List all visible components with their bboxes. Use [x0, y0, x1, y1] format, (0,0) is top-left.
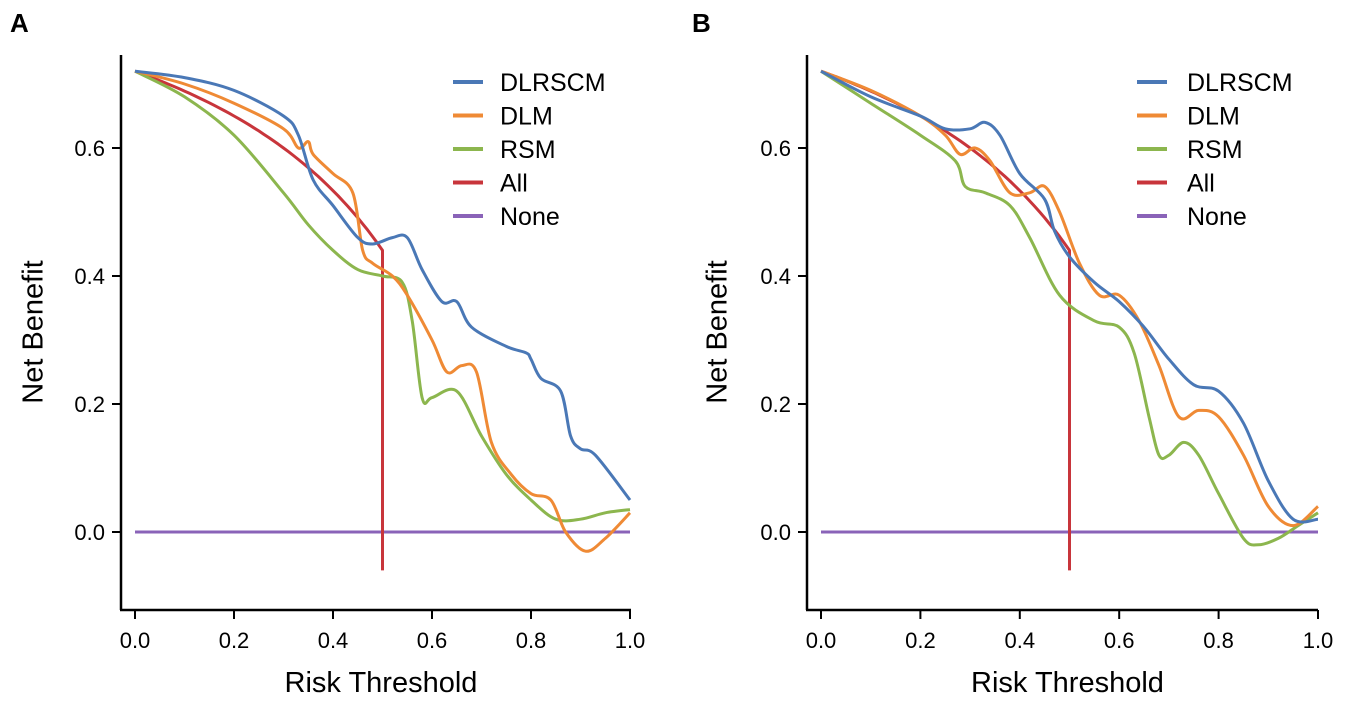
y-tick-label: 0.6 — [760, 136, 791, 161]
x-tick-label: 0.8 — [516, 628, 547, 653]
y-tick-label: 0.4 — [760, 264, 791, 289]
chart-b-plot: 0.0 0.2 0.4 0.6 0.8 1.0 0.0 0.2 0.4 0.6 Risk Thres… — [702, 55, 1334, 699]
x-axis-title: Risk Threshold — [285, 667, 478, 699]
x-tick-label: 0.4 — [318, 628, 349, 653]
legend-label-all: All — [500, 170, 528, 198]
series-line-dlm — [134, 69, 632, 553]
x-tick-label: 0.2 — [905, 628, 936, 653]
legend-label-none: None — [1187, 203, 1247, 231]
y-tick-label: 0.6 — [74, 136, 105, 161]
legend-label-rsm: RSM — [500, 136, 556, 164]
y-tick-label: 0.0 — [74, 520, 105, 545]
y-tick-label: 0.4 — [74, 264, 105, 289]
series-line-all — [820, 69, 1071, 571]
x-tick-label: 0.0 — [806, 628, 837, 653]
y-tick-label: 0.0 — [760, 520, 791, 545]
panel-label: A — [10, 8, 29, 38]
panel-label: B — [692, 8, 711, 38]
x-tick-label: 0.6 — [1104, 628, 1135, 653]
series-line-rsm — [134, 69, 631, 523]
series-line-all — [134, 69, 384, 571]
chart-panel-a: A 0.0 0.2 0.4 0.6 0.8 1.0 0.0 0.2 0.4 0.6 Risk Thr… — [0, 0, 673, 701]
series-line-rsm — [820, 69, 1319, 547]
x-tick-label: 0.4 — [1005, 628, 1036, 653]
x-axis-title: Risk Threshold — [971, 667, 1164, 699]
x-tick-label: 1.0 — [615, 628, 646, 653]
x-tick-label: 0.0 — [120, 628, 151, 653]
x-tick-label: 0.6 — [417, 628, 448, 653]
chart-panel-b: B 0.0 0.2 0.4 0.6 0.8 1.0 0.0 0.2 0.4 0.6 Risk Thr… — [674, 0, 1347, 701]
x-tick-label: 1.0 — [1303, 628, 1334, 653]
y-axis-title: Net Benefit — [702, 260, 734, 403]
chart-a-plot: 0.0 0.2 0.4 0.6 0.8 1.0 0.0 0.2 0.4 0.6 Risk Thres… — [18, 55, 646, 699]
legend-label-dlm: DLM — [500, 103, 553, 131]
y-axis-title: Net Benefit — [18, 260, 50, 403]
legend-label-rsm: RSM — [1187, 136, 1243, 164]
legend-label-dlrscm: DLRSCM — [1187, 69, 1293, 97]
series-line-dlrscm — [820, 69, 1319, 524]
series-line-dlm — [820, 69, 1320, 528]
x-tick-label: 0.2 — [219, 628, 250, 653]
x-tick-label: 0.8 — [1203, 628, 1234, 653]
legend-label-none: None — [500, 203, 560, 231]
series-line-dlrscm — [134, 69, 632, 501]
legend-label-all: All — [1187, 170, 1215, 198]
legend-label-dlm: DLM — [1187, 103, 1240, 131]
legend-label-dlrscm: DLRSCM — [500, 69, 606, 97]
y-tick-label: 0.2 — [760, 392, 791, 417]
y-tick-label: 0.2 — [74, 392, 105, 417]
